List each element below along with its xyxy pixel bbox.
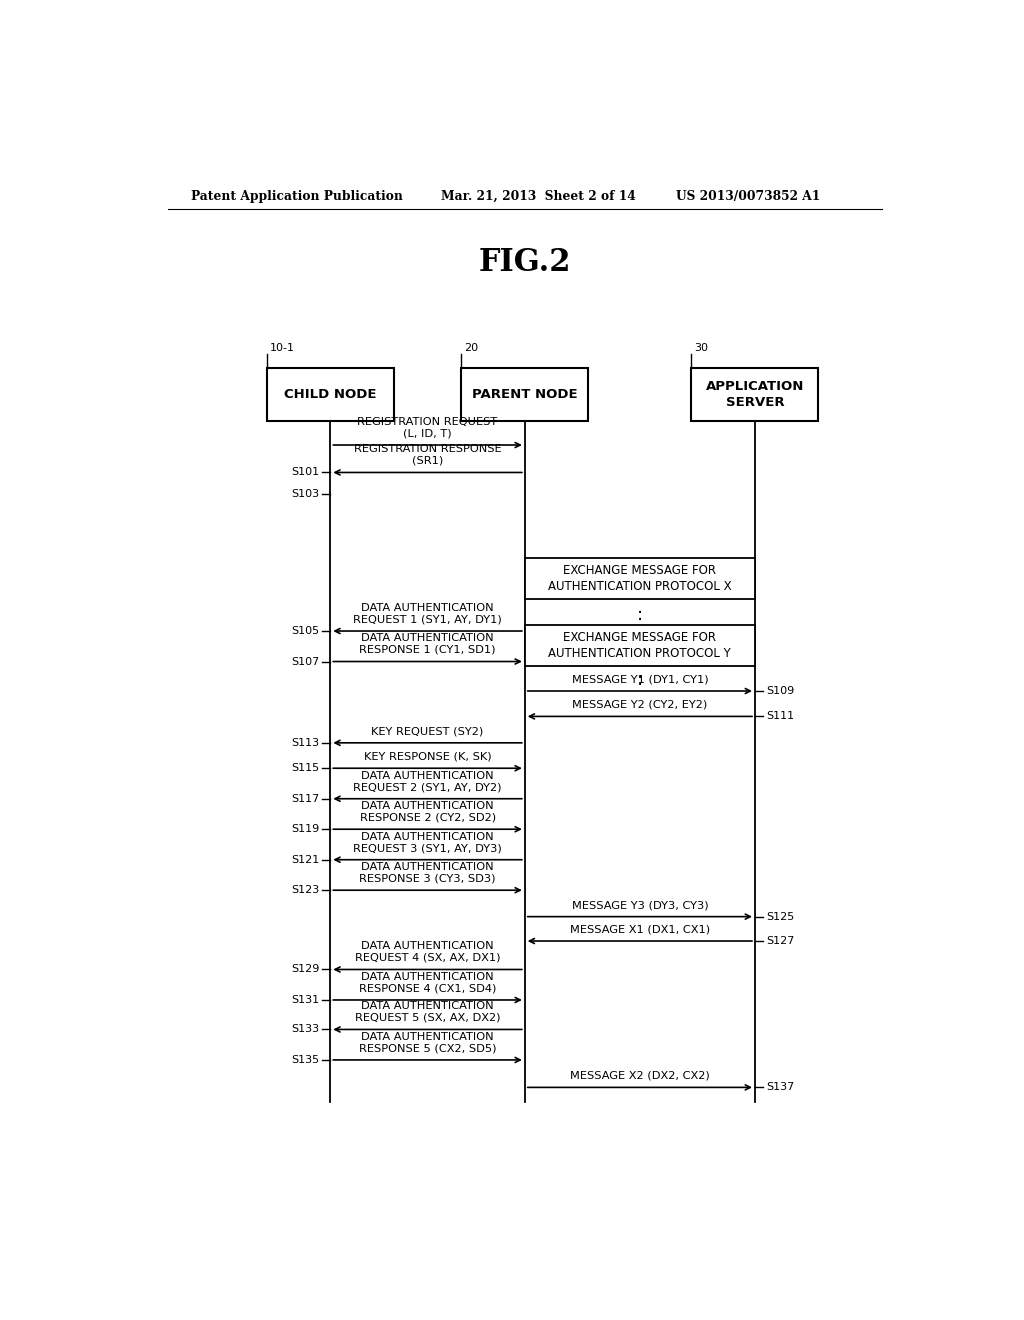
Text: KEY REQUEST (SY2): KEY REQUEST (SY2) xyxy=(372,726,483,737)
Text: DATA AUTHENTICATION
RESPONSE 5 (CX2, SD5): DATA AUTHENTICATION RESPONSE 5 (CX2, SD5… xyxy=(358,1032,497,1053)
Bar xyxy=(267,368,394,421)
Text: S121: S121 xyxy=(291,855,319,865)
Text: DATA AUTHENTICATION
RESPONSE 3 (CY3, SD3): DATA AUTHENTICATION RESPONSE 3 (CY3, SD3… xyxy=(359,862,496,883)
Text: MESSAGE X1 (DX1, CX1): MESSAGE X1 (DX1, CX1) xyxy=(569,924,710,935)
Text: DATA AUTHENTICATION
RESPONSE 4 (CX1, SD4): DATA AUTHENTICATION RESPONSE 4 (CX1, SD4… xyxy=(358,972,497,994)
Text: 30: 30 xyxy=(694,342,709,352)
Text: S135: S135 xyxy=(291,1055,319,1065)
Text: S103: S103 xyxy=(291,488,319,499)
Text: MESSAGE Y1 (DY1, CY1): MESSAGE Y1 (DY1, CY1) xyxy=(571,675,709,684)
Text: DATA AUTHENTICATION
REQUEST 5 (SX, AX, DX2): DATA AUTHENTICATION REQUEST 5 (SX, AX, D… xyxy=(355,1002,501,1023)
Text: S117: S117 xyxy=(291,793,319,804)
Text: S115: S115 xyxy=(291,763,319,774)
Text: S123: S123 xyxy=(291,886,319,895)
Text: S101: S101 xyxy=(291,467,319,478)
Text: DATA AUTHENTICATION
REQUEST 1 (SY1, AY, DY1): DATA AUTHENTICATION REQUEST 1 (SY1, AY, … xyxy=(353,603,502,624)
Text: S107: S107 xyxy=(291,656,319,667)
Text: S119: S119 xyxy=(291,824,319,834)
Text: S129: S129 xyxy=(291,965,319,974)
Text: S111: S111 xyxy=(766,711,795,722)
Text: S137: S137 xyxy=(766,1082,795,1093)
Text: REGISTRATION REQUEST
(L, ID, T): REGISTRATION REQUEST (L, ID, T) xyxy=(357,417,498,438)
Text: EXCHANGE MESSAGE FOR
AUTHENTICATION PROTOCOL Y: EXCHANGE MESSAGE FOR AUTHENTICATION PROT… xyxy=(549,631,731,660)
Text: DATA AUTHENTICATION
REQUEST 4 (SX, AX, DX1): DATA AUTHENTICATION REQUEST 4 (SX, AX, D… xyxy=(355,941,501,962)
Text: DATA AUTHENTICATION
REQUEST 2 (SY1, AY, DY2): DATA AUTHENTICATION REQUEST 2 (SY1, AY, … xyxy=(353,771,502,792)
Text: KEY RESPONSE (K, SK): KEY RESPONSE (K, SK) xyxy=(364,751,492,762)
Text: S131: S131 xyxy=(291,995,319,1005)
Text: Mar. 21, 2013  Sheet 2 of 14: Mar. 21, 2013 Sheet 2 of 14 xyxy=(441,190,636,202)
Text: CHILD NODE: CHILD NODE xyxy=(284,388,377,401)
Text: REGISTRATION RESPONSE
(SR1): REGISTRATION RESPONSE (SR1) xyxy=(353,445,502,466)
Text: S127: S127 xyxy=(766,936,795,946)
Bar xyxy=(524,624,755,665)
Text: S109: S109 xyxy=(766,686,795,696)
Text: EXCHANGE MESSAGE FOR
AUTHENTICATION PROTOCOL X: EXCHANGE MESSAGE FOR AUTHENTICATION PROT… xyxy=(548,564,732,593)
Text: FIG.2: FIG.2 xyxy=(478,247,571,277)
Text: DATA AUTHENTICATION
REQUEST 3 (SY1, AY, DY3): DATA AUTHENTICATION REQUEST 3 (SY1, AY, … xyxy=(353,832,502,853)
Text: APPLICATION
SERVER: APPLICATION SERVER xyxy=(706,380,804,409)
Text: S105: S105 xyxy=(291,626,319,636)
Text: :: : xyxy=(637,606,643,624)
Text: Patent Application Publication: Patent Application Publication xyxy=(191,190,403,202)
Text: DATA AUTHENTICATION
RESPONSE 2 (CY2, SD2): DATA AUTHENTICATION RESPONSE 2 (CY2, SD2… xyxy=(359,801,496,822)
Text: 20: 20 xyxy=(465,342,478,352)
Text: PARENT NODE: PARENT NODE xyxy=(472,388,578,401)
Text: S113: S113 xyxy=(291,738,319,748)
Text: MESSAGE Y2 (CY2, EY2): MESSAGE Y2 (CY2, EY2) xyxy=(572,700,708,710)
Text: MESSAGE X2 (DX2, CX2): MESSAGE X2 (DX2, CX2) xyxy=(570,1071,710,1081)
Text: S133: S133 xyxy=(291,1024,319,1035)
Text: US 2013/0073852 A1: US 2013/0073852 A1 xyxy=(676,190,820,202)
Bar xyxy=(524,558,755,598)
Text: MESSAGE Y3 (DY3, CY3): MESSAGE Y3 (DY3, CY3) xyxy=(571,900,709,909)
Text: S125: S125 xyxy=(766,912,795,921)
Bar xyxy=(691,368,818,421)
Text: :: : xyxy=(637,671,643,689)
Text: 10-1: 10-1 xyxy=(270,342,295,352)
Text: DATA AUTHENTICATION
RESPONSE 1 (CY1, SD1): DATA AUTHENTICATION RESPONSE 1 (CY1, SD1… xyxy=(359,634,496,655)
Bar xyxy=(461,368,588,421)
